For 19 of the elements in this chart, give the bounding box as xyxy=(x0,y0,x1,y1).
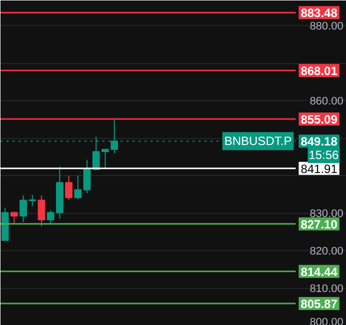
y-tick-label: 860.00 xyxy=(310,96,344,108)
ref-line-label: 868.01 xyxy=(300,64,338,78)
y-tick-label: 820.00 xyxy=(310,246,344,258)
annotation: 15:56 xyxy=(308,148,340,162)
ref-line-label: 805.87 xyxy=(300,296,338,311)
candlestick xyxy=(10,211,18,224)
ref-line-label: 855.09 xyxy=(300,112,338,126)
ref-line-label: 849.18 xyxy=(300,134,338,149)
ref-line-label: 814.44 xyxy=(300,264,338,279)
candlestick xyxy=(38,194,46,227)
ref-line-label: 827.10 xyxy=(300,217,338,232)
ref-line-label: 841.91 xyxy=(300,162,338,176)
y-tick-label: 810.00 xyxy=(310,283,344,296)
y-tick-label: 880.00 xyxy=(310,20,344,33)
candlestick xyxy=(74,175,82,200)
candlestick xyxy=(65,175,72,200)
candlestick xyxy=(83,159,91,194)
ref-line-label: 883.48 xyxy=(300,6,338,20)
annotation: BNBUSDT.P xyxy=(224,134,292,148)
